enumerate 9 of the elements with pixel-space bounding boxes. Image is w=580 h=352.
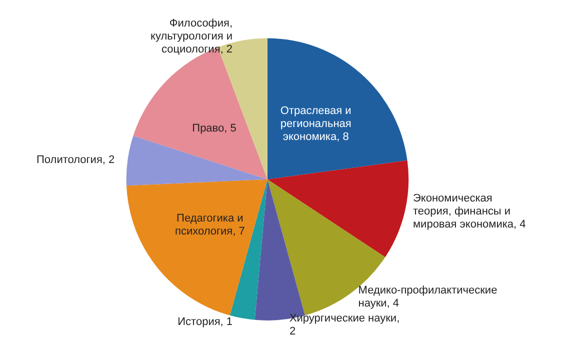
slice-label: Медико-профилактические науки, 4 xyxy=(358,284,498,310)
slice-label: Экономическая теория, финансы и мировая экономика, 4 xyxy=(412,192,526,231)
slice-label: Право, 5 xyxy=(192,122,236,135)
slice-label: Отраслевая и региональная экономика, 8 xyxy=(280,104,352,143)
slice-label: Хирургические науки, 2 xyxy=(289,312,400,338)
slice-label: История, 1 xyxy=(178,316,233,328)
slice-label: Педагогика и психология, 7 xyxy=(175,212,245,238)
slice-label: Философия, культурология и социология, 2 xyxy=(150,18,233,56)
slice-label: Политология, 2 xyxy=(36,154,115,166)
